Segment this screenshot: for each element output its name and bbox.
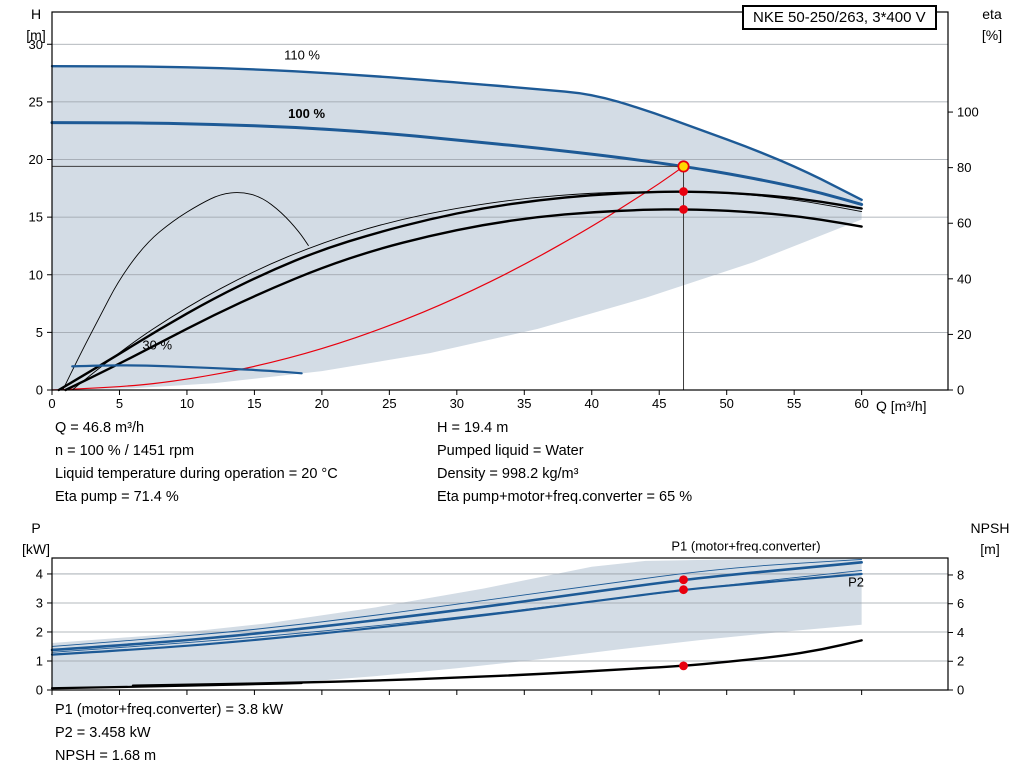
y-right-tick-label: 100 (957, 105, 979, 120)
x-tick-label: 60 (854, 396, 868, 411)
y-right-tick-label: 80 (957, 160, 971, 175)
info-line-eta-pump: Eta pump = 71.4 % (55, 489, 179, 505)
p2-curve (50, 572, 863, 656)
plot-frame (51, 557, 949, 691)
y-left-tick-label: 20 (29, 152, 43, 167)
curve-annotation: P2 (848, 575, 864, 590)
x-tick-label: 55 (787, 396, 801, 411)
y-right-tick-label: 8 (957, 567, 964, 582)
q-axis-label: Q [m³/h] (876, 398, 927, 414)
info-line-q: Q = 46.8 m³/h (55, 420, 145, 436)
eta-total-curve (64, 208, 863, 392)
value-dot-marker (679, 204, 688, 214)
y-right-tick-label: 20 (957, 327, 971, 342)
x-tick-label: 20 (315, 396, 329, 411)
duty-info-left: Q = 46.8 m³/h n = 100 % / 1451 rpm Liqui… (55, 417, 338, 509)
y-left-tick-label: 5 (36, 325, 43, 340)
y-right-tick-label: 60 (957, 216, 971, 231)
speed-30-curve (71, 364, 303, 375)
curve-annotation: P1 (motor+freq.converter) (671, 539, 820, 554)
y-right-tick-label: 0 (957, 383, 964, 398)
y-left-tick-label: 3 (36, 595, 43, 610)
value-dot-marker (679, 585, 688, 595)
y-left-tick-label: 10 (29, 267, 43, 282)
info-line-speed: n = 100 % / 1451 rpm (55, 443, 195, 459)
y-left-tick-label: 30 (29, 37, 43, 52)
y-right-tick-label: 4 (957, 625, 964, 640)
x-tick-label: 40 (585, 396, 599, 411)
y-right-tick-label: 40 (957, 271, 971, 286)
info-line-p2: P2 = 3.458 kW (55, 725, 151, 741)
eta-arc-curve (62, 192, 309, 391)
eta-pump-curve (57, 190, 863, 392)
curve-annotation: 30 % (142, 338, 172, 353)
operating-envelope (52, 66, 862, 390)
pump-type-box: NKE 50-250/263, 3*400 V (742, 5, 937, 30)
power-npsh-chart: 0 1 2 3 4 0 2 4 6 8 P1 (motor+freq.converter) P2 (36, 539, 964, 698)
speed-110-curve (50, 64, 863, 202)
info-line-liquid: Pumped liquid = Water (437, 443, 584, 459)
y-left-tick-label: 0 (36, 683, 43, 698)
curve-annotation: 110 % (284, 47, 320, 62)
eta-axis-label: eta [%] (981, 6, 1003, 43)
y-left-tick-label: 0 (36, 383, 43, 398)
value-dot-marker (679, 661, 688, 671)
speed-100-curve (50, 121, 864, 206)
x-tick-label: 25 (382, 396, 396, 411)
info-line-temperature: Liquid temperature during operation = 20… (55, 466, 338, 482)
x-tick-label: 30 (450, 396, 464, 411)
p-axis-label: P [kW] (22, 520, 50, 557)
x-tick-label: 0 (48, 396, 55, 411)
p1-curve (50, 561, 863, 652)
y-right-tick-label: 0 (957, 683, 964, 698)
npsh-axis-label: NPSH [m] (970, 520, 1010, 557)
x-tick-label: 10 (180, 396, 194, 411)
x-tick-label: 5 (116, 396, 123, 411)
y-right-tick-label: 6 (957, 596, 964, 611)
p-thin-1 (51, 559, 863, 647)
x-tick-label: 35 (517, 396, 531, 411)
info-line-h: H = 19.4 m (437, 420, 509, 436)
info-line-eta-total: Eta pump+motor+freq.converter = 65 % (437, 489, 693, 505)
y-left-tick-label: 25 (29, 94, 43, 109)
curve-annotation: 100 % (288, 106, 325, 121)
duty-point-marker (677, 160, 690, 173)
y-left-tick-label: 15 (29, 210, 43, 225)
y-left-tick-label: 4 (36, 566, 43, 581)
duty-info-right: H = 19.4 m Pumped liquid = Water Density… (437, 417, 692, 509)
value-dot-marker (679, 575, 688, 585)
y-right-tick-label: 2 (957, 654, 964, 669)
h-axis-label: H [m] (26, 6, 46, 43)
info-line-npsh: NPSH = 1.68 m (55, 748, 157, 764)
operating-envelope (52, 558, 862, 688)
control-curve (51, 165, 685, 391)
y-left-tick-label: 1 (36, 653, 43, 668)
info-line-density: Density = 998.2 kg/m³ (437, 466, 579, 482)
plot-frame (51, 11, 949, 391)
x-tick-label: 50 (719, 396, 733, 411)
x-tick-label: 45 (652, 396, 666, 411)
x-tick-label: 15 (247, 396, 261, 411)
p-low-speed-curve (50, 681, 303, 690)
hq-chart: 0 5 10 15 20 25 30 35 40 45 50 55 60 0 5 10 15 20 25 30 0 20 4… (29, 11, 979, 411)
y-left-tick-label: 2 (36, 624, 43, 639)
value-dot-marker (679, 187, 688, 196)
info-line-p1: P1 (motor+freq.converter) = 3.8 kW (55, 702, 284, 718)
power-info: P1 (motor+freq.converter) = 3.8 kW P2 = … (55, 699, 283, 768)
